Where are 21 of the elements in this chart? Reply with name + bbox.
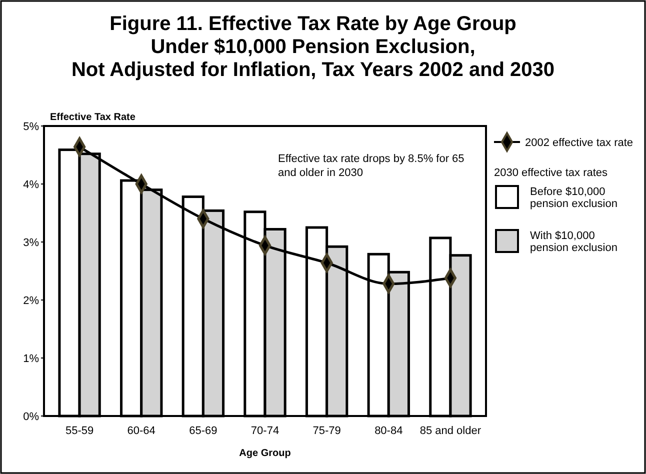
y-axis-title: Effective Tax Rate <box>50 112 136 123</box>
x-tick-label: 60-64 <box>127 425 156 437</box>
y-tick-label: 0% <box>23 410 40 423</box>
y-tick-label: 2% <box>23 294 40 307</box>
x-tick-label: 70-74 <box>250 425 280 437</box>
legend-label: With $10,000 pension exclusion <box>530 230 618 254</box>
y-tick-label: 3% <box>23 236 40 249</box>
x-axis-title: Age Group <box>239 448 291 459</box>
annotation: Effective tax rate drops by 8.5% for 65 and older in 2030 <box>278 153 464 179</box>
y-tick-label: 5% <box>23 120 40 133</box>
x-tick-label: 80-84 <box>374 425 403 437</box>
legend-title: 2030 effective tax rates <box>494 167 608 179</box>
chart-title: Figure 11. Effective Tax Rate by Age Group Under $10,000 Pension Exclusion, Not Adjusted for Inflation, Tax Years 2002 and 2030 <box>71 13 555 81</box>
legend-label: 2002 effective tax rate <box>525 137 634 149</box>
y-tick-label: 1% <box>23 352 40 365</box>
x-tick-label: 65-69 <box>189 425 218 437</box>
legend-label: Before $10,000 pension exclusion <box>530 186 618 210</box>
y-tick-label: 4% <box>23 178 40 191</box>
x-tick-label: 75-79 <box>312 425 341 437</box>
x-tick-label: 55-59 <box>65 425 94 437</box>
x-tick-label: 85 and older <box>420 425 482 437</box>
